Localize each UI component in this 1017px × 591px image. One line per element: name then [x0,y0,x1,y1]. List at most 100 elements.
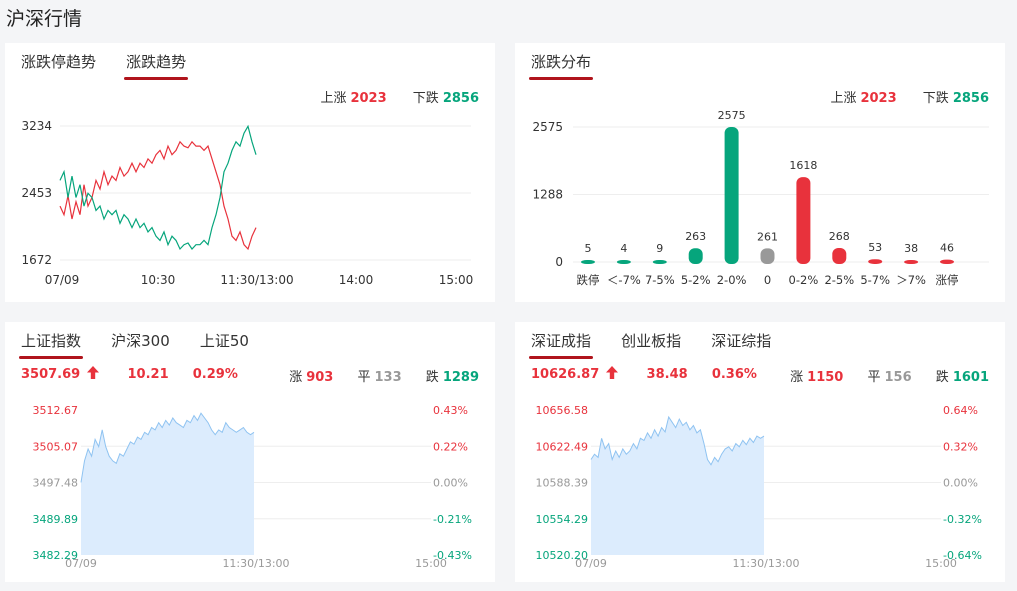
up-label: 上涨 [830,91,857,106]
y-left-tick-label: 3512.67 [33,404,79,417]
x-tick-label: 7-5% [645,273,675,287]
sz-tabs: 深证成指 创业板指 深证综指 [528,330,796,359]
series-line [59,124,257,251]
distribution-chart: 2575 1288 0 5 跌停 4 ＜-7% 9 7-5% 263 5-2% 2575 2-0% 261… [532,109,989,287]
bar [688,248,703,264]
bar-value-label: 4 [620,242,627,255]
tab-sh-composite[interactable]: 上证指数 [18,330,84,359]
tab-csi300[interactable]: 沪深300 [111,332,170,350]
bar-value-label: 46 [940,242,954,255]
down-label: 下跌 [922,91,949,106]
x-tick-label: 14:00 [339,273,374,287]
y-left-tick-label: 3505.07 [33,440,79,453]
down-count: 2856 [952,91,989,106]
down-count: 1601 [952,370,989,385]
flat-count: 133 [374,370,402,385]
tab-distribution[interactable]: 涨跌分布 [528,51,594,80]
bar-value-label: 53 [868,241,882,254]
y-left-tick-label: 10520.20 [536,549,589,562]
down-label: 跌 [425,370,439,385]
up-label: 涨 [289,370,303,385]
x-tick-label: 10:30 [141,273,176,287]
x-tick-label: ＞7% [896,273,926,287]
up-count: 903 [306,370,334,385]
sh-tabs: 上证指数 沪深300 上证50 [18,330,274,359]
y-left-tick-label: 10622.49 [536,440,589,453]
y-tick-label: 3234 [21,119,52,133]
bar-value-label: 263 [685,230,706,243]
distribution-counts: 上涨 2023 下跌 2856 [830,87,989,106]
distribution-card: 涨跌分布 上涨 2023 下跌 2856 2575 1288 0 5 跌停 4 ＜-7% 9 7-5… [515,43,1005,302]
bar [581,260,595,264]
bar [940,259,954,264]
trend-tabs: 涨跌停趋势 涨跌趋势 [21,51,211,80]
index-line [590,415,765,466]
y-right-tick-label: 0.00% [943,477,978,490]
sh-breadth: 涨 903 平 133 跌 1289 [289,366,479,385]
trend-counts: 上涨 2023 下跌 2856 [320,87,479,106]
y-right-tick-label: 0.32% [943,440,978,453]
x-tick-label: 15:00 [415,557,447,570]
y-tick-label: 2575 [532,120,563,134]
page-title: 沪深行情 [6,8,83,30]
bar [652,260,667,264]
y-right-tick-label: -0.64% [943,549,982,562]
tab-sz-component[interactable]: 深证成指 [528,330,594,359]
down-count: 2856 [442,91,479,106]
sz-breadth: 涨 1150 平 156 跌 1601 [790,366,989,385]
y-left-tick-label: 10588.39 [536,477,589,490]
bar-value-label: 1618 [789,159,817,172]
distribution-tabs: 涨跌分布 [528,51,616,80]
bar [724,127,739,264]
bar [616,260,631,264]
sz-quote-row: 10626.87 38.48 0.36% 涨 1150 平 156 跌 1601 [531,366,989,385]
y-right-tick-label: 0.43% [433,404,468,417]
x-tick-label: 0-2% [789,273,819,287]
sh-index-chart: 3512.67 0.43% 3505.07 0.22% 3497.48 0.00% 3489… [33,404,472,570]
flat-label: 平 [357,370,371,385]
index-change-pct: 0.29% [192,367,238,382]
bar-value-label: 268 [829,230,850,243]
down-label: 跌 [935,370,949,385]
up-arrow-icon [606,366,619,379]
sh-quote-row: 3507.69 10.21 0.29% 涨 903 平 133 跌 1289 [21,366,479,385]
index-price: 3507.69 [21,367,81,382]
up-label: 上涨 [320,91,347,106]
sh-index-card: 上证指数 沪深300 上证50 3507.69 10.21 0.29% 涨 903… [5,322,495,582]
y-tick-label: 2453 [21,186,52,200]
sz-index-chart: 10656.58 0.64% 10622.49 0.32% 10588.39 0.00% 1… [536,404,982,570]
x-tick-label: 2-5% [824,273,854,287]
y-tick-label: 1288 [532,187,563,201]
tab-sz-composite[interactable]: 深证综指 [711,332,772,350]
tab-chinext[interactable]: 创业板指 [621,332,682,350]
y-left-tick-label: 3489.89 [33,513,79,526]
y-left-tick-label: 10554.29 [536,513,589,526]
x-tick-label: 涨停 [936,273,959,287]
trend-card: 涨跌停趋势 涨跌趋势 上涨 2023 下跌 2856 3234 2453 1672 07/… [5,43,495,302]
bar-value-label: 9 [656,242,663,255]
y-right-tick-label: 0.22% [433,440,468,453]
flat-label: 平 [867,370,881,385]
x-tick-label: 5-7% [860,273,890,287]
y-right-tick-label: -0.21% [433,513,472,526]
y-tick-label: 0 [555,255,563,269]
bar [904,260,919,264]
x-tick-label: 15:00 [439,273,474,287]
tab-limit-trend[interactable]: 涨跌停趋势 [21,53,97,71]
bar-value-label: 5 [585,242,592,255]
down-count: 1289 [442,370,479,385]
y-right-tick-label: -0.43% [433,549,472,562]
index-line [80,412,255,483]
x-tick-label: 07/09 [575,557,607,570]
tab-updown-trend[interactable]: 涨跌趋势 [124,51,189,80]
up-arrow-icon [87,366,100,379]
bar [868,259,883,264]
trend-chart: 3234 2453 1672 07/09 10:30 11:30/13:00 14:00 15… [21,119,474,287]
index-change-pct: 0.36% [711,367,757,382]
x-tick-label: 11:30/13:00 [732,557,799,570]
bar-value-label: 38 [904,242,918,255]
y-left-tick-label: 3497.48 [33,477,79,490]
up-count: 2023 [350,91,387,106]
tab-sse50[interactable]: 上证50 [199,332,249,350]
x-tick-label: 07/09 [45,273,80,287]
